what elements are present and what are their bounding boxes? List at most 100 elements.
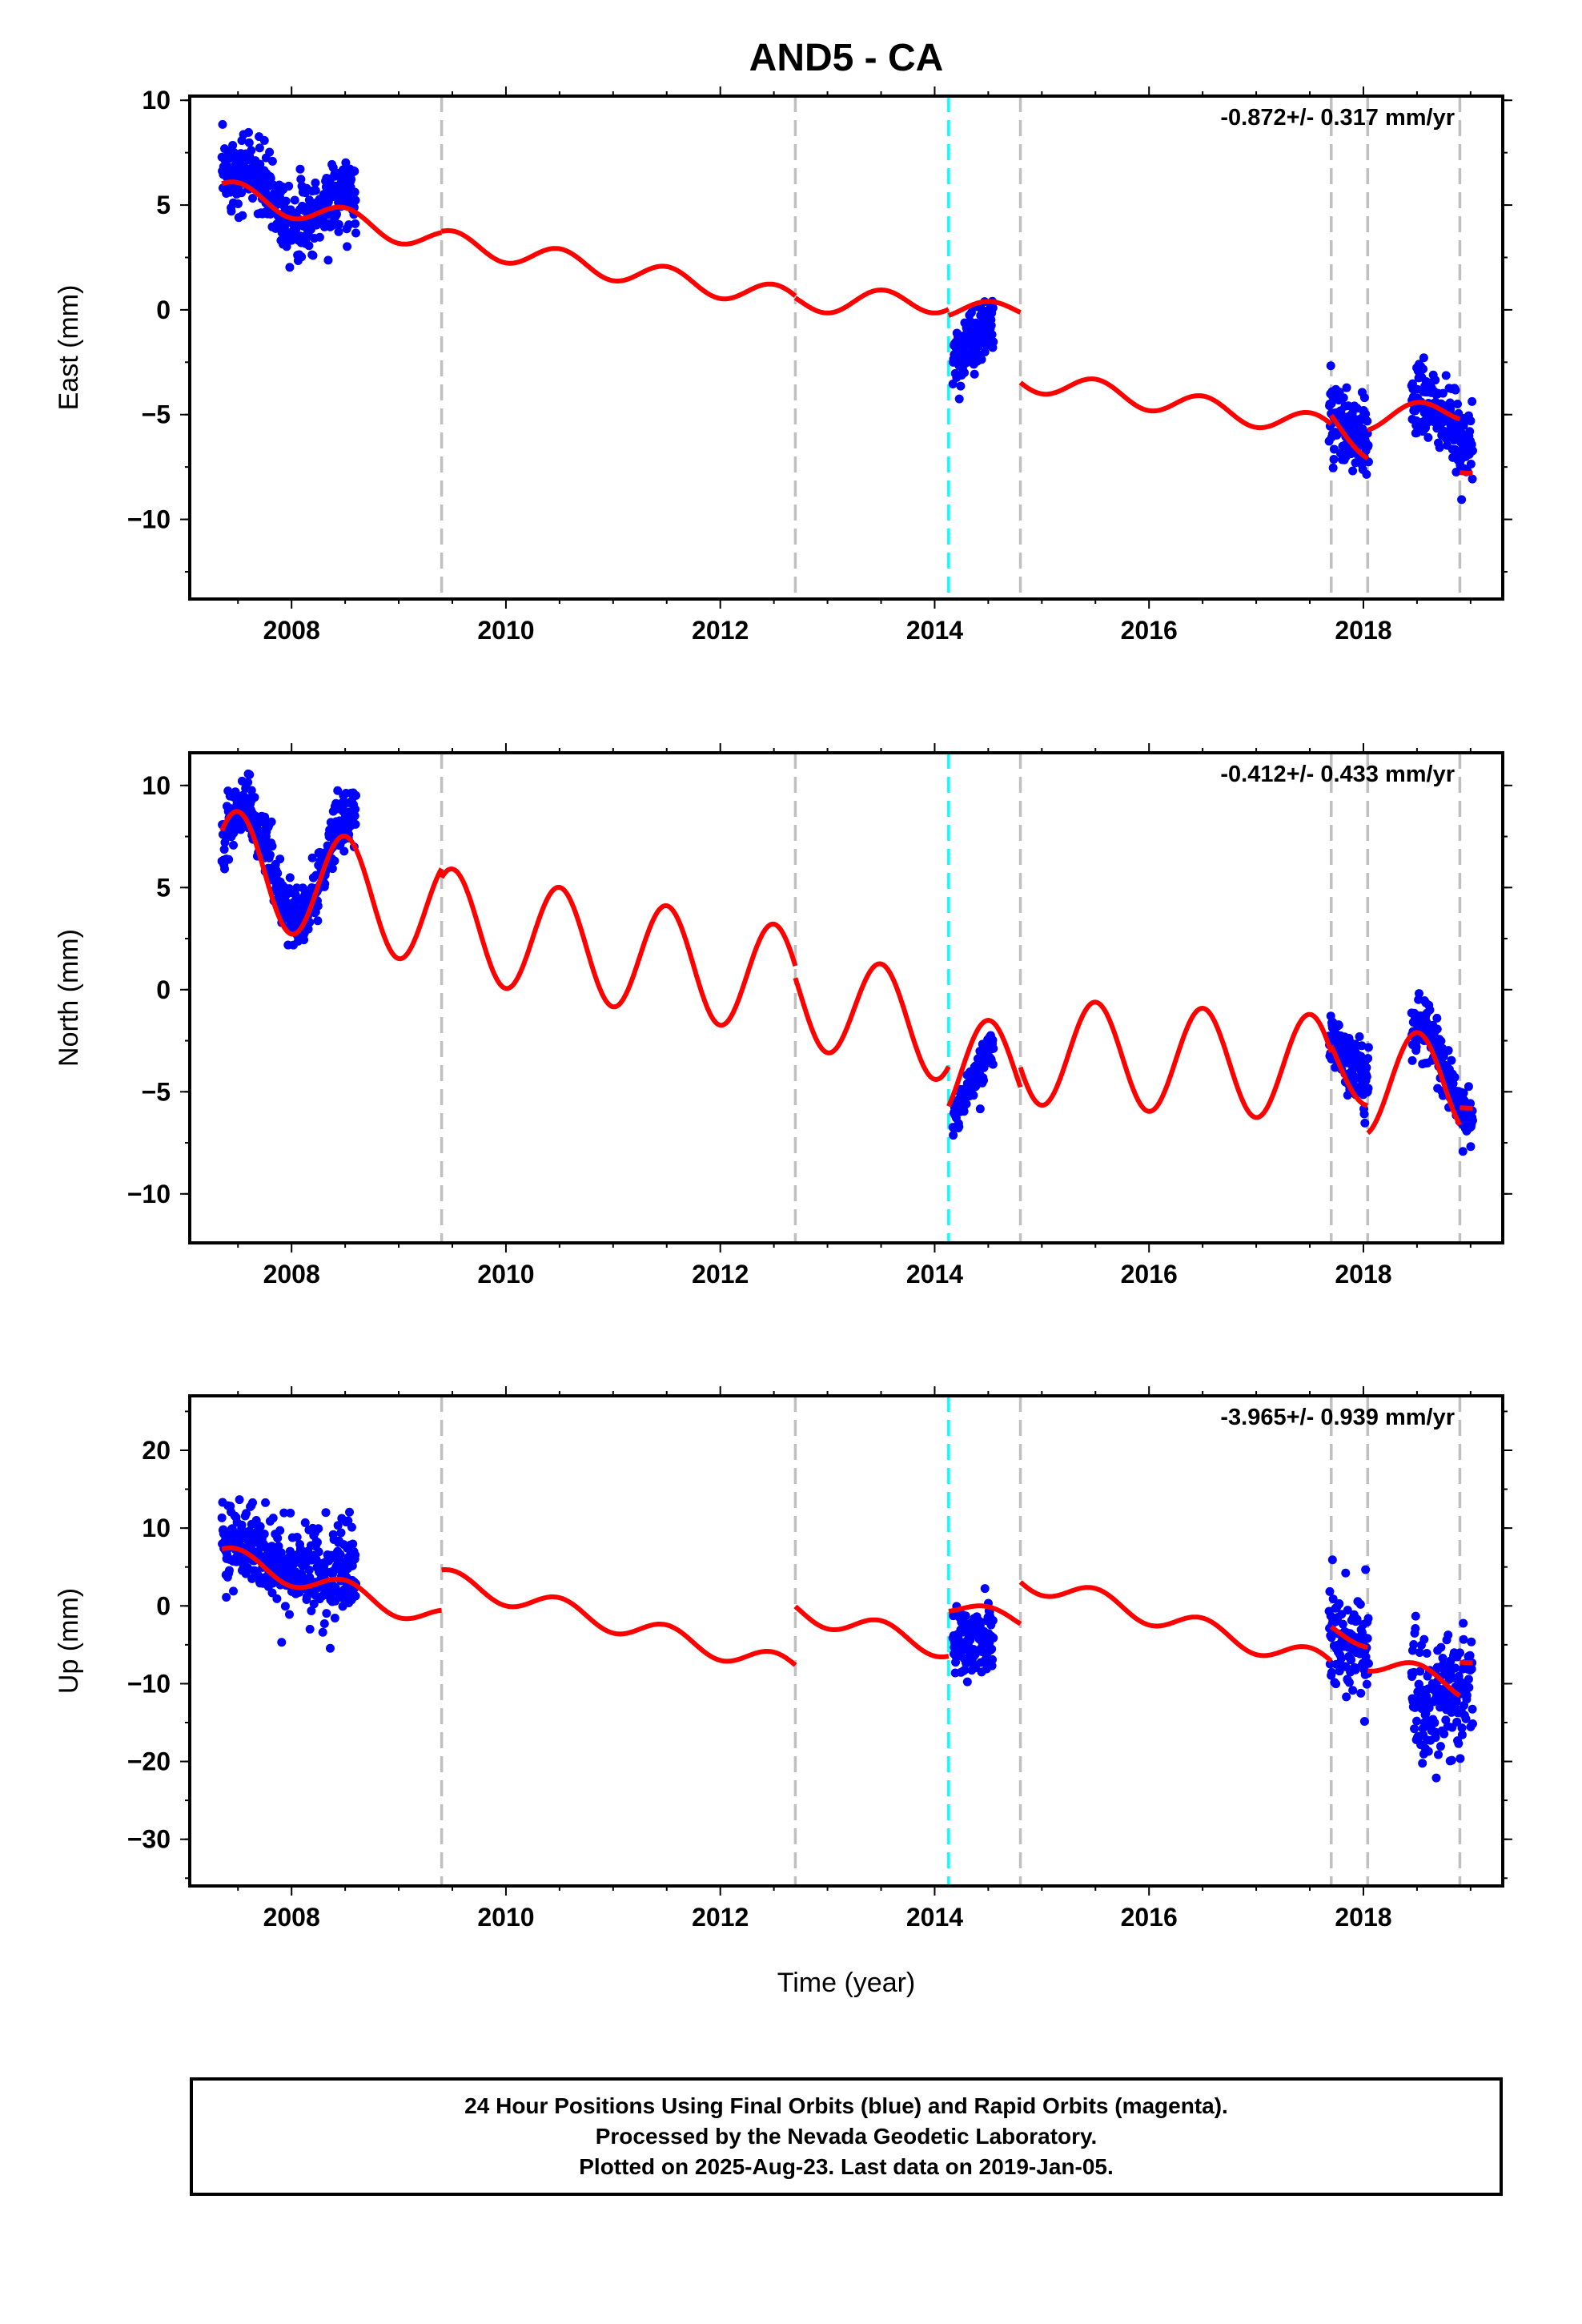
data-point: [334, 219, 343, 229]
data-point: [265, 850, 275, 860]
data-point: [1328, 1594, 1338, 1604]
model-curve: [219, 809, 1475, 1136]
data-point: [304, 241, 314, 251]
data-point: [1334, 1020, 1343, 1030]
data-point: [1435, 1742, 1445, 1751]
data-point: [1326, 361, 1335, 371]
data-point: [1455, 1648, 1464, 1658]
data-point: [1363, 1614, 1373, 1623]
data-point: [228, 1586, 238, 1596]
data-point: [295, 164, 305, 174]
data-point: [1363, 1043, 1373, 1052]
x-tick-label: 2012: [692, 1903, 749, 1932]
data-point: [1451, 1663, 1460, 1673]
data-point: [330, 1614, 339, 1623]
data-point: [1415, 1648, 1424, 1658]
model-curve: [220, 179, 1475, 476]
data-point: [989, 1633, 998, 1642]
data-point: [1443, 1630, 1453, 1640]
data-point: [255, 143, 264, 153]
data-point: [1464, 1675, 1473, 1684]
data-point: [1418, 1759, 1427, 1768]
data-point: [1457, 1723, 1467, 1733]
data-point: [1412, 1716, 1422, 1726]
data-point: [1344, 1678, 1354, 1687]
data-point: [273, 868, 283, 878]
data-point: [1363, 1084, 1373, 1093]
y-tick-label: −5: [142, 1077, 171, 1106]
data-point: [961, 1611, 970, 1621]
data-point: [247, 786, 256, 795]
x-tick-label: 2008: [263, 616, 320, 645]
data-point: [250, 793, 259, 802]
data-point: [1447, 1755, 1456, 1765]
data-point: [351, 819, 360, 829]
data-point: [1327, 1667, 1336, 1677]
x-tick-label: 2018: [1335, 1260, 1391, 1289]
data-point: [960, 368, 970, 377]
data-point: [1363, 440, 1373, 450]
y-tick-label: 0: [156, 975, 171, 1004]
data-point: [267, 156, 277, 166]
data-point: [1361, 409, 1371, 419]
data-point: [1347, 1655, 1356, 1665]
data-point: [265, 147, 275, 157]
data-point: [282, 242, 291, 251]
data-point: [296, 175, 306, 184]
data-point: [1341, 1568, 1351, 1578]
data-point: [267, 1542, 277, 1551]
data-point: [1468, 396, 1477, 406]
data-point: [1339, 393, 1348, 403]
data-point: [1414, 989, 1423, 999]
x-tick-label: 2012: [692, 1260, 749, 1289]
plot-area: [217, 96, 1477, 599]
data-point: [267, 817, 276, 826]
data-point: [1419, 1634, 1429, 1644]
data-point: [330, 856, 339, 866]
data-point: [1456, 1754, 1465, 1763]
plot-frame: [188, 94, 1504, 601]
data-point: [1441, 371, 1451, 380]
model-curve: [220, 1545, 1475, 1699]
data-point: [339, 846, 349, 856]
data-point: [1459, 1618, 1468, 1628]
data-point: [1423, 1747, 1433, 1756]
data-point: [989, 1043, 998, 1053]
data-point: [1352, 1614, 1362, 1624]
data-point: [1431, 376, 1440, 385]
data-point: [350, 187, 359, 197]
data-point: [285, 263, 295, 272]
data-point: [280, 1602, 290, 1611]
data-point: [323, 255, 333, 265]
data-point: [1362, 1072, 1371, 1082]
data-point: [314, 1524, 323, 1534]
data-point: [350, 167, 359, 176]
data-point: [222, 1592, 231, 1602]
data-point: [954, 1122, 964, 1132]
data-point: [949, 1131, 958, 1140]
data-point: [1443, 1046, 1453, 1055]
data-point: [224, 854, 234, 864]
x-tick-label: 2016: [1121, 1260, 1178, 1289]
data-point: [1357, 1041, 1367, 1051]
data-point: [292, 1533, 302, 1542]
data-point: [980, 348, 990, 357]
x-tick-label: 2014: [906, 1903, 963, 1932]
data-point: [351, 1550, 360, 1560]
data-point: [962, 1677, 972, 1687]
data-point: [1328, 463, 1338, 472]
data-point: [297, 252, 307, 262]
data-point: [1363, 1659, 1373, 1668]
data-point: [227, 207, 236, 216]
data-point: [1361, 1565, 1371, 1574]
data-point: [351, 1591, 360, 1601]
data-point: [320, 879, 330, 889]
y-tick-label: 10: [142, 771, 171, 800]
data-point: [1342, 383, 1351, 392]
data-point: [220, 864, 230, 874]
data-point: [1430, 1718, 1439, 1727]
data-point: [1453, 400, 1463, 409]
data-point: [977, 355, 986, 364]
data-point: [1466, 1142, 1476, 1152]
data-point: [1409, 1639, 1419, 1649]
